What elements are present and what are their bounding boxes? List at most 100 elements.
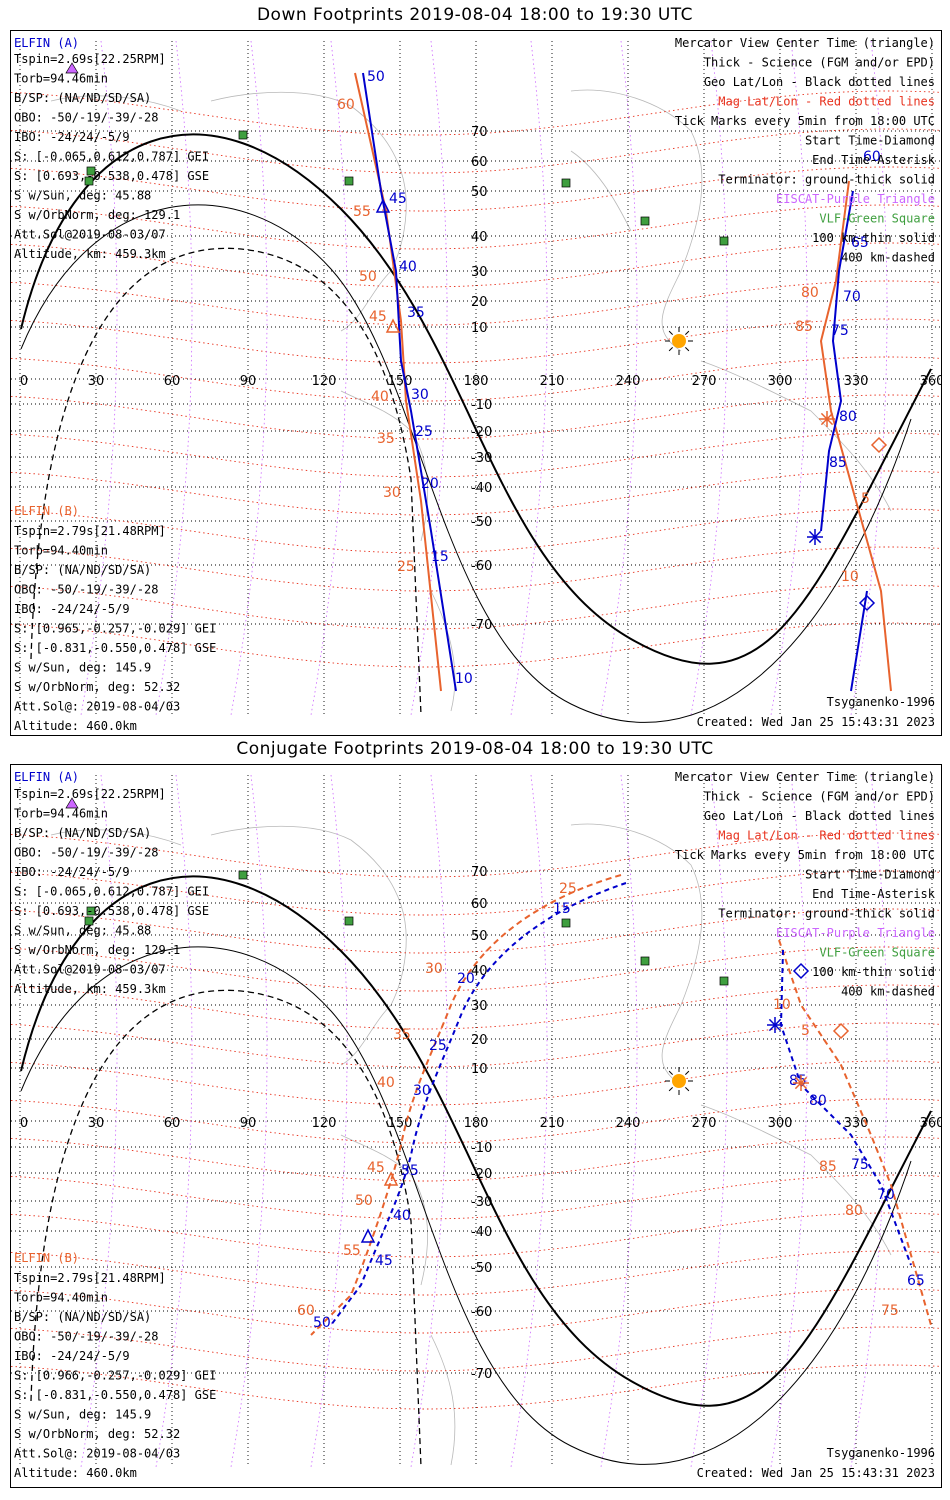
mag-parallel	[11, 870, 941, 916]
sun-disk	[672, 1074, 686, 1088]
track-b-red-2	[819, 180, 892, 692]
sat-a-info-line: S w/OrbNorm, deg: 129.1	[14, 208, 180, 222]
end-time-asterisk	[794, 1076, 808, 1090]
sun-icon	[665, 1067, 693, 1095]
sat-b-lines: Tspin=2.79s[21.48RPM] Torb=94.40min B/SP: …	[14, 524, 216, 733]
track-label-blue: 50	[313, 1315, 331, 1331]
lon-tick-label: 360	[920, 374, 941, 389]
map-grid: 0 30 60 90 120 150 180 210 240 270 300 330 360706050…	[11, 774, 941, 1468]
legend-entry: Mag Lat/Lon - Red dotted lines	[718, 829, 935, 843]
eiscat-triangle	[65, 797, 79, 809]
track-label-red: 80	[845, 1203, 863, 1219]
lon-tick-label: 150	[388, 1116, 413, 1131]
track-label-blue: 60	[863, 149, 881, 165]
terminator-ground	[20, 133, 932, 665]
center-time-triangle	[385, 318, 401, 333]
track-label-blue: 40	[393, 1208, 411, 1224]
lon-tick-label: 360	[920, 1116, 941, 1131]
track-label-blue: 15	[431, 549, 449, 565]
track-label-blue: 75	[831, 323, 849, 339]
mag-parallel	[11, 280, 941, 326]
lat-tick-label: 20	[471, 1033, 488, 1048]
lat-tick-label: 60	[471, 155, 488, 170]
mag-meridian	[310, 40, 348, 716]
coastline	[430, 1334, 456, 1466]
legend-entry: Start Time-Diamond	[805, 868, 935, 882]
sat-b-info-line: Att.Sol@: 2019-08-04/03	[14, 1447, 180, 1461]
sat-a-lines: Tspin=2.69s[22.25RPM] Torb=94.46min B/SP: …	[14, 787, 209, 996]
sat-b-info-line: S w/OrbNorm, deg: 52.32	[14, 1427, 180, 1441]
sat-b-info-line: Altitude: 460.0km	[14, 719, 137, 733]
mag-meridian	[770, 774, 808, 1468]
track-label-red: 35	[377, 431, 395, 447]
sat-a-info-line: OBO: -50/-19/-39/-28	[14, 111, 159, 125]
track-label-blue: 30	[411, 387, 429, 403]
mag-parallel	[11, 128, 941, 174]
mag-parallel	[11, 1098, 941, 1144]
terminator	[20, 875, 932, 1468]
map-canvas-conjugate: 0 30 60 90 120 150 180 210 240 270 300 330 360706050…	[11, 770, 941, 1480]
lat-tick-label: 10	[471, 321, 488, 336]
sat-b-info-line: S: [0.965,-0.257,-0.029] GEI	[14, 622, 216, 636]
vlf-square	[344, 916, 354, 926]
sat-a-info-line: Att.Sol@2019-08-03/07	[14, 963, 166, 977]
track-label-red: 25	[559, 881, 577, 897]
lat-tick-label: -50	[471, 515, 492, 530]
mag-parallel	[11, 622, 941, 668]
track-b-red-2	[778, 939, 932, 1326]
coastline	[570, 89, 703, 352]
start-time-diamond	[832, 1022, 850, 1040]
map-grid: 0 30 60 90 120 150 180 210 240 270 300 330 360706050…	[11, 40, 941, 723]
lon-tick-label: 90	[240, 374, 257, 389]
lat-tick-label: 70	[471, 125, 488, 140]
track-label-red: 45	[369, 309, 387, 325]
sat-a-info-line: Altitude, km: 459.3km	[14, 982, 166, 996]
lon-tick-label: 270	[692, 374, 717, 389]
vlf-square	[86, 906, 96, 916]
track-label-red: 30	[425, 961, 443, 977]
track-label-blue: 25	[429, 1038, 447, 1054]
sun-icon	[665, 327, 693, 355]
legend-entry: VLF-Green Square	[819, 212, 935, 226]
lon-tick-label: 30	[88, 374, 105, 389]
sat-b-info-line: Att.Sol@: 2019-08-04/03	[14, 700, 180, 714]
mag-meridian	[510, 774, 548, 1468]
legend-entry: Mercator View Center Time (triangle)	[675, 36, 935, 50]
legend-entry: Tick Marks every 5min from 18:00 UTC	[675, 114, 935, 128]
track-a-blue-3	[850, 590, 868, 692]
mag-meridian	[80, 40, 118, 716]
sat-a-title: ELFIN (A)	[14, 36, 79, 50]
eiscat-triangle	[65, 62, 79, 74]
mag-meridian	[410, 40, 448, 716]
lon-tick-label: 240	[616, 374, 641, 389]
track-label-blue: 75	[851, 1157, 869, 1173]
track-label-red: 35	[393, 1027, 411, 1043]
legend-entry: VLF-Green Square	[819, 946, 935, 960]
mag-meridian	[850, 40, 888, 716]
sat-a-info-line: S: [0.693,-0.538,0.478] GSE	[14, 904, 209, 918]
sat-a-info-line: S w/OrbNorm, deg: 129.1	[14, 943, 180, 957]
track-label-red: 25	[397, 559, 415, 575]
lat-tick-label: 50	[471, 929, 488, 944]
track-label-red: 75	[881, 1303, 899, 1319]
track-label-blue: 80	[839, 409, 857, 425]
lon-tick-label: 120	[312, 374, 337, 389]
sat-b-info-line: S w/Sun, deg: 145.9	[14, 661, 151, 675]
sat-a-info-line: IBO: -24/24/-5/9	[14, 130, 130, 144]
mag-parallel	[11, 908, 941, 954]
coastline	[700, 360, 892, 512]
mag-parallel	[11, 242, 941, 288]
model-label: Tsyganenko-1996	[827, 1446, 935, 1460]
vlf-square	[84, 916, 94, 926]
map-panel-conjugate: 0 30 60 90 120 150 180 210 240 270 300 330 360 70 60 50…	[10, 764, 942, 1488]
sun-ray	[668, 347, 673, 352]
sat-a-title: ELFIN (A)	[14, 770, 79, 784]
track-a-blue	[330, 882, 627, 1326]
sat-a-info-line: S w/Sun, deg: 45.88	[14, 189, 151, 203]
track-labels: 60 55 50 45 40 35 30 25 80 85 5 10 50 45 40 35 30 25 20 15 1…	[337, 69, 881, 687]
coastline	[570, 150, 632, 232]
track-label-red: 85	[819, 1159, 837, 1175]
lat-tick-label: 70	[471, 865, 488, 880]
coastline	[340, 1134, 428, 1286]
